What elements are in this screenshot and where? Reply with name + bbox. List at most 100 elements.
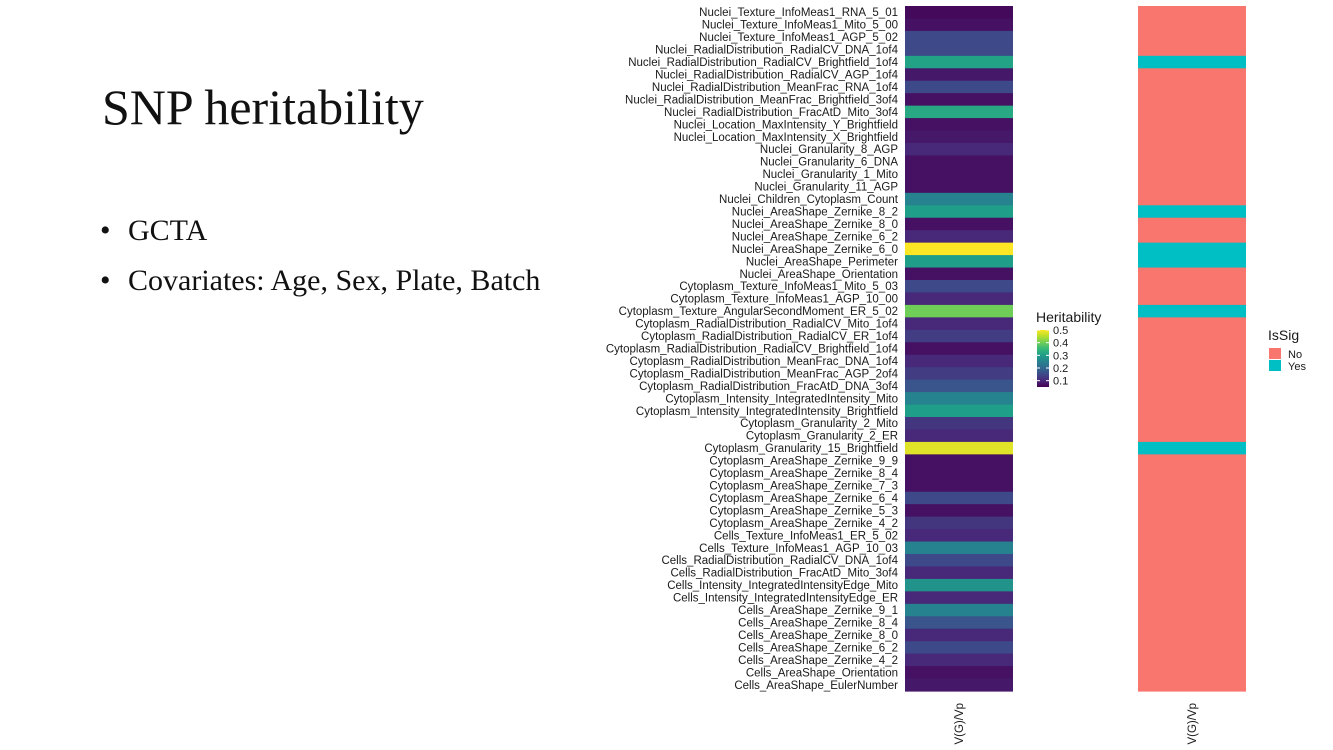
- issig-tile: [1138, 466, 1246, 480]
- heatmap-tile: [905, 292, 1013, 306]
- row-label: Nuclei_AreaShape_Zernike_6_2: [732, 231, 898, 243]
- bullet-item: • GCTA: [100, 208, 540, 258]
- issig-tile: [1138, 155, 1246, 169]
- row-label: Cells_AreaShape_Orientation: [746, 667, 898, 679]
- issig-tile: [1138, 541, 1246, 555]
- heatmap-tile: [905, 342, 1013, 356]
- heatmap-tile: [905, 230, 1013, 244]
- heatmap-tile: [905, 392, 1013, 406]
- colorbar-tick-label: 0.5: [1053, 325, 1068, 337]
- heatmap-tile: [905, 653, 1013, 667]
- row-label: Nuclei_RadialDistribution_MeanFrac_RNA_1…: [652, 82, 899, 94]
- issig-legend-swatch: [1269, 360, 1281, 371]
- heatmap-tile: [905, 317, 1013, 331]
- colorbar-tick-label: 0.4: [1053, 338, 1068, 350]
- heatmap-tile: [905, 55, 1013, 69]
- heatmap-tile: [905, 167, 1013, 181]
- heatmap-tile: [905, 466, 1013, 480]
- issig-tile: [1138, 242, 1246, 256]
- heatmap-tile: [905, 267, 1013, 281]
- heatmap-tile: [905, 43, 1013, 57]
- heatmap-tile: [905, 329, 1013, 343]
- issig-tile: [1138, 678, 1246, 692]
- row-label: Cytoplasm_AreaShape_Zernike_6_4: [709, 493, 898, 505]
- issig-tile: [1138, 30, 1246, 44]
- colorbar-tick-label: 0.1: [1053, 376, 1068, 388]
- row-label: Cells_Texture_InfoMeas1_ER_5_02: [714, 530, 898, 542]
- row-label: Nuclei_AreaShape_Zernike_8_2: [732, 207, 898, 219]
- issig-tile: [1138, 491, 1246, 505]
- heatmap-tile: [905, 30, 1013, 44]
- heatmap-tile: [905, 68, 1013, 82]
- issig-tile: [1138, 578, 1246, 592]
- issig-tile: [1138, 641, 1246, 655]
- heatmap-tile: [905, 578, 1013, 592]
- heatmap-tile: [905, 417, 1013, 431]
- bullet-text: GCTA: [128, 214, 208, 247]
- issig-tile: [1138, 666, 1246, 680]
- row-label: Cells_AreaShape_Zernike_4_2: [738, 655, 898, 667]
- issig-legend-label: Yes: [1288, 361, 1306, 373]
- issig-tile: [1138, 354, 1246, 368]
- row-label: Cells_AreaShape_Zernike_9_1: [738, 605, 898, 617]
- row-label: Nuclei_AreaShape_Perimeter: [746, 256, 898, 268]
- issig-tile: [1138, 292, 1246, 306]
- heatmap-tile: [905, 641, 1013, 655]
- issig-tile: [1138, 130, 1246, 144]
- heatmap-tile: [905, 80, 1013, 94]
- heatmap-tile: [905, 479, 1013, 493]
- heatmap-tile: [905, 554, 1013, 568]
- issig-tile: [1138, 554, 1246, 568]
- heatmap-tile: [905, 529, 1013, 543]
- heatmap-tile: [905, 118, 1013, 132]
- issig-tile: [1138, 616, 1246, 630]
- colorbar-tick-label: 0.2: [1053, 363, 1068, 375]
- heatmap-tile: [905, 205, 1013, 219]
- row-label: Nuclei_RadialDistribution_MeanFrac_Brigh…: [625, 94, 899, 106]
- row-label: Nuclei_RadialDistribution_RadialCV_Brigh…: [628, 57, 898, 69]
- issig-tile: [1138, 205, 1246, 219]
- issig-tile: [1138, 43, 1246, 57]
- row-label: Cells_AreaShape_Zernike_8_4: [738, 618, 898, 630]
- issig-tile: [1138, 180, 1246, 194]
- row-label: Cells_Texture_InfoMeas1_AGP_10_03: [699, 543, 898, 555]
- issig-tile: [1138, 192, 1246, 206]
- row-label: Cytoplasm_Granularity_2_ER: [746, 431, 898, 443]
- slide-title: SNP heritability: [102, 79, 424, 135]
- row-label: Cells_Intensity_IntegratedIntensityEdge_…: [667, 580, 898, 592]
- issig-tile: [1138, 167, 1246, 181]
- issig-tile: [1138, 454, 1246, 468]
- row-label: Nuclei_Granularity_6_DNA: [760, 157, 898, 169]
- issig-tile: [1138, 6, 1246, 20]
- issig-tile: [1138, 118, 1246, 132]
- row-label: Cells_RadialDistribution_FracAtD_Mito_3o…: [670, 568, 898, 580]
- row-label: Cytoplasm_RadialDistribution_RadialCV_Mi…: [635, 319, 898, 331]
- row-label: Cytoplasm_AreaShape_Zernike_4_2: [709, 518, 898, 530]
- row-label: Nuclei_Texture_InfoMeas1_RNA_5_01: [699, 7, 898, 19]
- heatmap-tile: [905, 666, 1013, 680]
- heatmap-tile: [905, 678, 1013, 692]
- row-label: Nuclei_Granularity_1_Mito: [762, 169, 898, 181]
- heatmap-tile: [905, 6, 1013, 20]
- heatmap-tile: [905, 18, 1013, 32]
- row-label: Cytoplasm_Granularity_15_Brightfield: [704, 443, 898, 455]
- issig-tile: [1138, 429, 1246, 443]
- issig-x-label: V(G)/Vp: [1187, 703, 1199, 745]
- issig-tile: [1138, 317, 1246, 331]
- issig-tile: [1138, 342, 1246, 356]
- row-label: Nuclei_Location_MaxIntensity_Y_Brightfie…: [674, 119, 898, 131]
- issig-tile: [1138, 217, 1246, 231]
- issig-tile: [1138, 267, 1246, 281]
- row-label: Nuclei_AreaShape_Zernike_6_0: [732, 244, 898, 256]
- heatmap-tile: [905, 379, 1013, 393]
- heatmap-tile: [905, 454, 1013, 468]
- issig-tile: [1138, 105, 1246, 119]
- row-label: Cytoplasm_AreaShape_Zernike_8_4: [709, 468, 898, 480]
- heatmap-tile: [905, 504, 1013, 518]
- heatmap-tile: [905, 616, 1013, 630]
- issig-tile: [1138, 367, 1246, 381]
- row-label: Cytoplasm_AreaShape_Zernike_7_3: [709, 481, 898, 493]
- issig-tile: [1138, 255, 1246, 269]
- row-label: Cytoplasm_Texture_InfoMeas1_Mito_5_03: [679, 281, 898, 293]
- heatmap-tile: [905, 242, 1013, 256]
